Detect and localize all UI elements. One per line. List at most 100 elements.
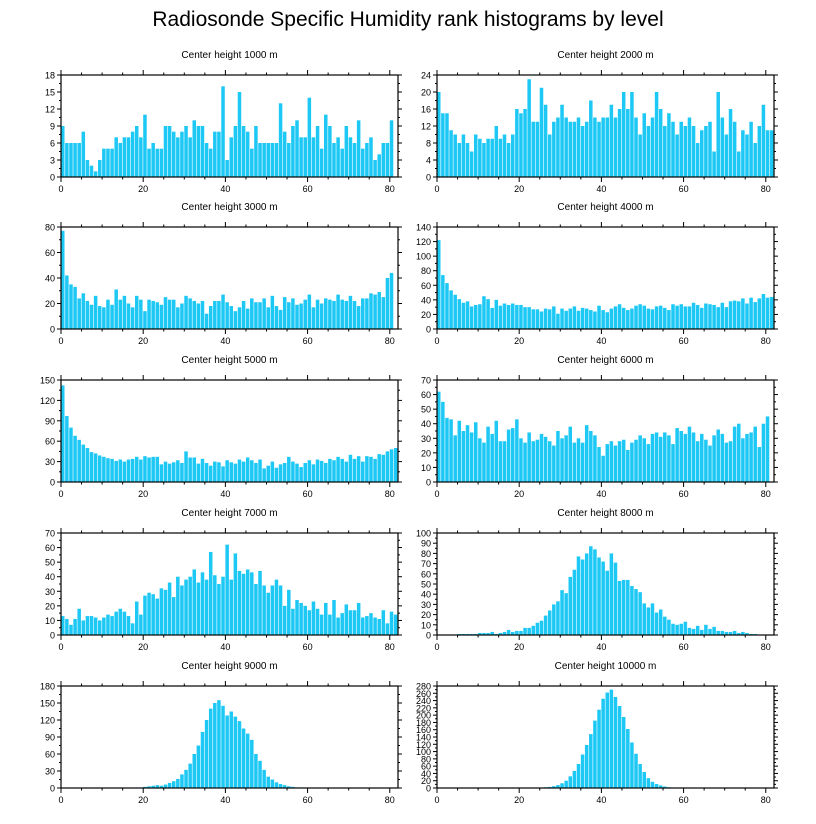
histogram-bar (332, 143, 336, 177)
histogram-bar (254, 754, 258, 788)
histogram-bar (184, 126, 188, 177)
y-tick-label: 40 (421, 590, 431, 600)
histogram-bar (510, 631, 515, 635)
histogram-bar (139, 299, 143, 329)
histogram-bar (324, 114, 328, 177)
y-tick-label: 12 (45, 105, 55, 115)
histogram-bar (708, 304, 712, 329)
histogram-bar (646, 126, 651, 177)
histogram-bar (69, 427, 73, 482)
y-tick-label: 40 (421, 419, 431, 429)
x-tick-label: 60 (303, 184, 313, 194)
histogram-bar (213, 461, 217, 482)
histogram-bar (130, 623, 135, 635)
histogram-bar (139, 137, 143, 177)
histogram-panel-10: Center height 10000 m0204060801001201401… (416, 661, 778, 805)
histogram-bar (126, 137, 131, 177)
x-tick-label: 60 (303, 336, 313, 346)
histogram-bar (523, 109, 527, 177)
histogram-bar (114, 289, 118, 329)
histogram-bar (519, 630, 523, 635)
y-tick-label: 80 (421, 549, 431, 559)
histogram-bar (307, 294, 312, 329)
histogram-bar (712, 304, 716, 329)
histogram-bar (757, 298, 762, 329)
histogram-bar (151, 785, 155, 788)
histogram-bar (225, 715, 229, 788)
histogram-bar (77, 298, 81, 329)
histogram-bar (683, 621, 688, 635)
histogram-bar (658, 436, 663, 482)
histogram-bar (675, 428, 679, 482)
histogram-bar (303, 462, 307, 482)
histogram-bar (646, 607, 651, 635)
histogram-bar (188, 137, 192, 177)
y-tick-label: 30 (45, 457, 55, 467)
histogram-bar (102, 307, 106, 329)
histogram-bar (93, 171, 98, 177)
histogram-bar (679, 623, 683, 635)
histogram-bar (229, 579, 234, 635)
histogram-bar (385, 451, 390, 482)
histogram-bar (167, 582, 172, 635)
histogram-bar (584, 425, 589, 482)
histogram-bar (200, 126, 205, 177)
histogram-bar (282, 297, 287, 330)
histogram-bar (171, 597, 176, 635)
histogram-bar (180, 585, 184, 635)
histogram-bar (126, 303, 131, 329)
histogram-bar (552, 306, 556, 329)
histogram-bar (679, 304, 683, 329)
histogram-bar (478, 438, 482, 482)
histogram-bar (704, 439, 708, 482)
histogram-bar (254, 126, 258, 177)
panel-title: Center height 10000 m (555, 661, 657, 672)
histogram-bar (65, 143, 69, 177)
histogram-bar (295, 304, 299, 329)
x-tick-label: 0 (434, 642, 439, 652)
histogram-bar (445, 417, 449, 482)
histogram-bar (498, 441, 503, 482)
histogram-panel-2: Center height 2000 m 0 4 8 12 16 20 24 0 20 40 60 80 (421, 50, 778, 194)
histogram-bar (188, 576, 192, 635)
y-tick-label: 0 (50, 325, 55, 335)
histogram-bar (704, 624, 708, 635)
histogram-bar (61, 616, 65, 635)
histogram-bar (159, 588, 164, 635)
histogram-bar (217, 462, 221, 482)
x-tick-label: 20 (514, 642, 524, 652)
x-tick-label: 40 (220, 336, 230, 346)
histogram-bar (237, 92, 242, 177)
histogram-bar (299, 467, 303, 482)
histogram-bar (613, 117, 618, 177)
histogram-bar (81, 293, 86, 329)
histogram-bar (180, 303, 184, 329)
histogram-bar (769, 130, 774, 177)
y-tick-label: 120 (40, 716, 55, 726)
y-tick-label: 0 (426, 478, 431, 488)
x-tick-label: 0 (434, 336, 439, 346)
histogram-bar (564, 435, 568, 482)
histogram-bar (250, 298, 254, 329)
y-tick-label: 8 (426, 139, 431, 149)
histogram-bar (605, 444, 610, 482)
x-tick-label: 80 (385, 795, 395, 805)
histogram-bar (469, 432, 474, 482)
histogram-bar (576, 763, 581, 788)
histogram-bar (712, 435, 716, 482)
panel-title: Center height 7000 m (181, 508, 277, 519)
histogram-bar (196, 303, 201, 329)
histogram-bar (589, 310, 593, 329)
histogram-bar (278, 103, 283, 177)
y-tick-label: 0 (426, 784, 431, 794)
histogram-bar (437, 240, 441, 329)
histogram-bar (184, 769, 188, 788)
histogram-bar (287, 143, 291, 177)
x-tick-label: 80 (385, 642, 395, 652)
histogram-bar (373, 458, 377, 482)
histogram-bar (143, 595, 147, 635)
histogram-bar (687, 117, 692, 177)
histogram-bar (720, 630, 725, 635)
y-tick-label: 60 (45, 437, 55, 447)
histogram-bar (708, 628, 712, 635)
